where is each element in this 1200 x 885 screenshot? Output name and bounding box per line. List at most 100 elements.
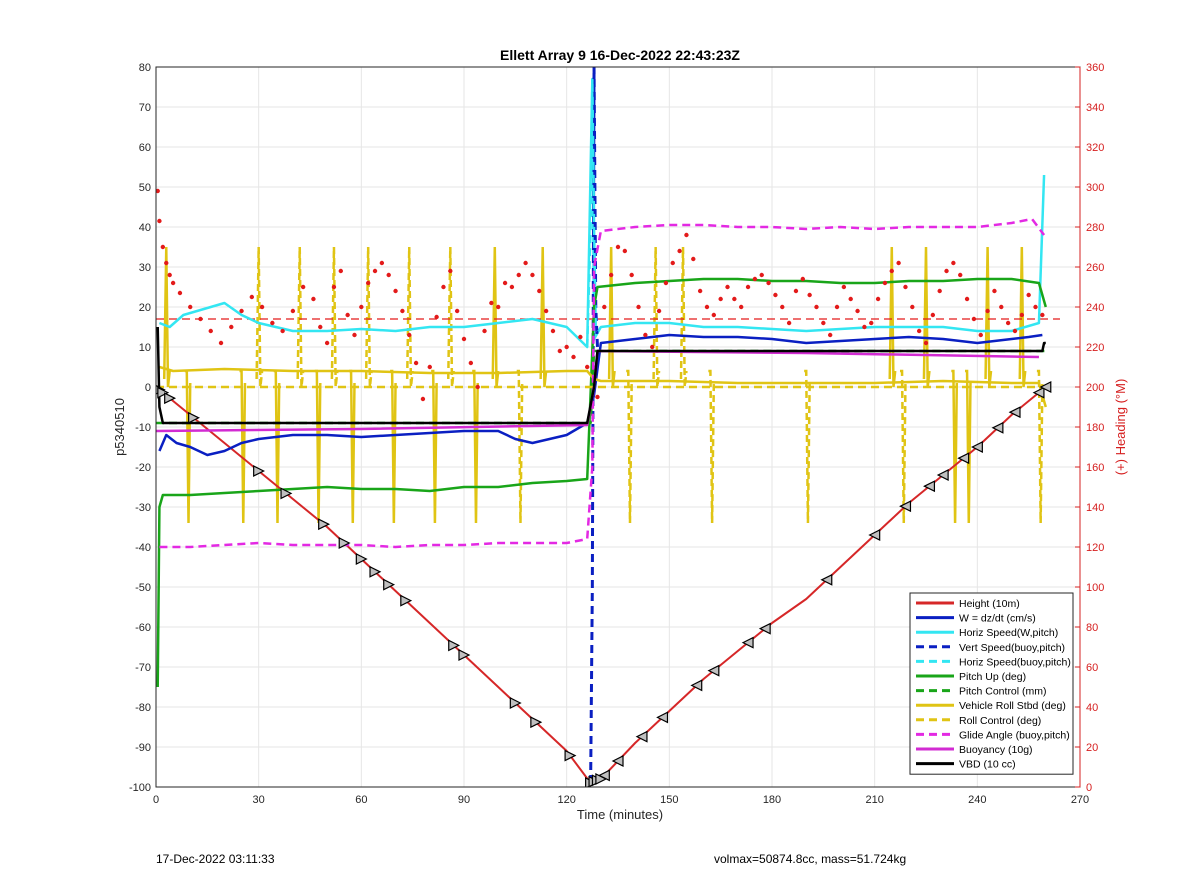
heading-point [759,272,764,278]
y-tick-label-left: -70 [135,662,151,674]
legend-entry: Horiz Speed(buoy,pitch) [959,656,1071,668]
legend-entry: Roll Control (deg) [959,715,1041,727]
roll-spike [390,369,397,524]
heading-point [537,288,542,294]
y-tick-label-right: 260 [1086,262,1104,274]
heading-point [164,260,169,266]
roll-spike [984,246,993,388]
roll-spike [951,369,959,524]
height-marker [656,711,669,724]
heading-point [379,260,385,266]
roll-spike [607,246,616,388]
heading-point [807,292,812,298]
heading-point [345,312,350,318]
y-tick-label-right: 100 [1086,582,1104,594]
heading-point [1033,304,1038,310]
heading-point [670,260,675,266]
height-marker [338,537,351,549]
roll-spike [431,369,438,524]
heading-point [718,296,723,302]
heading-point [290,308,296,314]
heading-point [615,244,621,250]
heading-point [855,308,860,314]
roll-spike [472,369,479,524]
height-marker [899,500,912,513]
heading-point [280,328,285,334]
y-tick-label-left: 80 [139,62,151,74]
y-tick-label-left: -40 [135,542,151,554]
heading-point [677,248,682,254]
y-tick-label-left: 20 [139,302,151,314]
plot-area [156,67,1060,787]
legend-entry: Pitch Up (deg) [959,671,1026,683]
height-marker [868,529,881,541]
heading-point [420,396,426,402]
heading-point [944,268,949,274]
heading-point [270,320,275,326]
legend-box [909,592,1074,775]
heading-point [752,276,758,282]
height-marker [597,769,610,782]
heading-point [496,304,501,310]
heading-point [711,312,717,318]
heading-point [218,340,224,346]
roll-spike [162,246,171,388]
heading-point [585,364,590,370]
heading-point [311,296,316,302]
x-axis-label: Time (minutes) [577,807,663,822]
heading-point [602,304,607,310]
heading-point [188,304,193,310]
heading-point [869,320,874,326]
heading-point [461,336,467,342]
legend-entry: W = dz/dt (cm/s) [959,613,1036,625]
heading-point [663,280,669,286]
heading-point [732,296,737,302]
heading-point [454,308,460,314]
heading-point [1019,312,1025,318]
height-marker [690,679,703,692]
y-tick-label-right: 340 [1086,102,1104,114]
heading-point [937,288,942,294]
y-tick-label-left: -80 [135,702,151,714]
roll-spike [239,369,247,524]
roll-spike [447,246,455,388]
heading-point [1026,292,1031,298]
height-marker [611,755,624,767]
height-marker [253,465,266,477]
x-tick-label: 0 [153,794,159,806]
roll-spike [296,246,305,388]
series-line-11 [156,326,1046,425]
series-line-4 [585,77,599,348]
legend-entry: Vert Speed(buoy,pitch) [959,642,1065,654]
y-tick-label-left: 0 [145,382,151,394]
heading-point [249,294,255,300]
heading-point [903,284,908,290]
legend-entry: Glide Angle (buoy,pitch) [959,729,1070,741]
heading-point [650,344,655,350]
y-tick-label-right: 180 [1086,422,1104,434]
y-tick-label-right: 220 [1086,342,1104,354]
y-tick-label-right: 360 [1086,62,1104,74]
heading-point [780,304,785,310]
series-line-1 [158,333,1043,457]
heading-point [862,324,867,330]
heading-point [407,332,412,338]
roll-spike [652,246,661,388]
heading-point [198,316,203,322]
roll-spike [888,246,897,388]
series-line-5 [156,277,1047,688]
legend: Height (10m) W = dz/dt (cm/s) Horiz Speed(… [909,592,1074,775]
heading-point [468,360,474,366]
chart-title: Ellett Array 9 16-Dec-2022 22:43:23Z [500,47,740,63]
height-marker [369,565,382,578]
heading-point [827,332,833,338]
height-marker [1032,386,1045,399]
heading-point [509,284,515,290]
heading-point [814,304,819,310]
heading-point [704,304,710,310]
height-marker [1008,406,1021,419]
heading-point [338,268,343,274]
heading-point [372,268,378,274]
heading-point [475,384,480,390]
heading-point [543,308,549,314]
